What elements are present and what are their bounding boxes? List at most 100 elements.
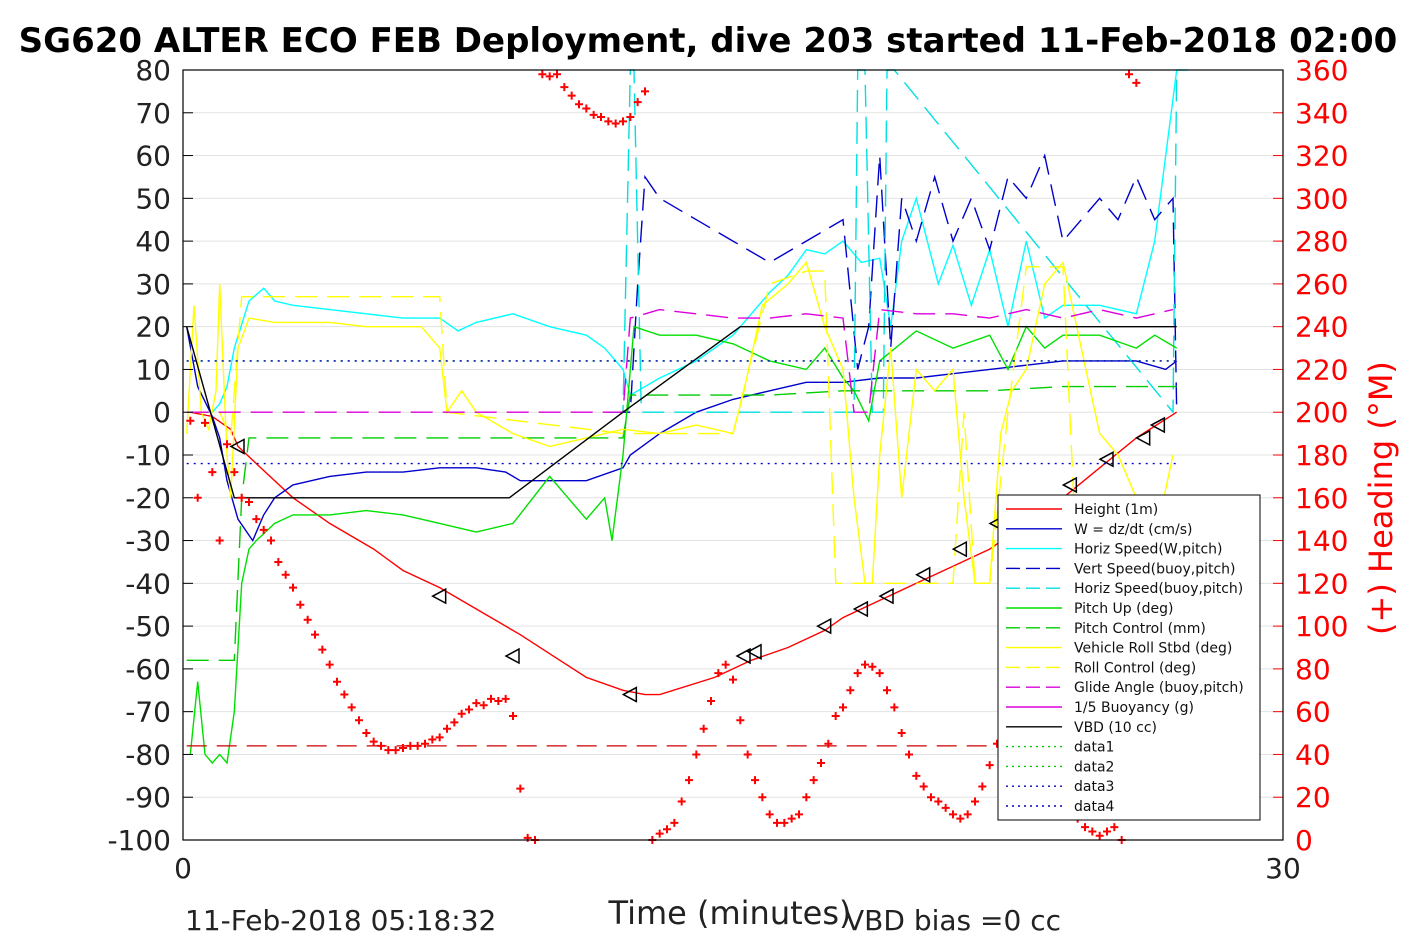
- heading-point: [626, 113, 635, 122]
- heading-point: [736, 716, 745, 725]
- series-line-6: [186, 385, 1177, 661]
- triangle-marker: [1061, 476, 1078, 494]
- heading-point: [230, 468, 239, 477]
- heading-point: [633, 98, 642, 107]
- y-tick-label: -30: [125, 525, 171, 558]
- heading-point: [707, 696, 715, 705]
- heading-point: [875, 669, 884, 678]
- triangle-marker: [229, 438, 245, 455]
- heading-point: [391, 746, 400, 755]
- y-tick-label: -10: [125, 439, 171, 472]
- y-right-tick-label: 360: [1295, 54, 1348, 87]
- heading-point: [604, 117, 613, 126]
- heading-point: [421, 739, 429, 748]
- y-tick-label: -70: [125, 696, 171, 729]
- heading-point: [641, 87, 649, 96]
- triangle-marker: [431, 587, 447, 605]
- heading-point: [743, 750, 752, 759]
- heading-point: [472, 699, 481, 708]
- y-right-tick-label: 20: [1295, 781, 1331, 814]
- series-line-1: [186, 326, 1178, 543]
- heading-point: [912, 771, 921, 780]
- heading-point: [303, 615, 312, 624]
- heading-point: [516, 784, 525, 793]
- heading-point: [186, 416, 195, 425]
- heading-point: [274, 557, 283, 566]
- y-tick-label: -80: [125, 738, 171, 771]
- y-right-tick-label: 40: [1295, 738, 1331, 771]
- heading-point: [479, 701, 488, 710]
- heading-point: [369, 737, 378, 746]
- triangle-marker: [746, 643, 762, 661]
- heading-point: [377, 741, 385, 750]
- legend-entry-label: data3: [1074, 779, 1114, 795]
- heading-point: [538, 70, 547, 79]
- heading-point: [457, 709, 466, 718]
- y-tick-label: 70: [135, 97, 171, 130]
- heading-point: [919, 782, 928, 791]
- y-right-tick-label: 200: [1295, 396, 1348, 429]
- triangle-marker: [951, 540, 968, 558]
- heading-point: [787, 814, 796, 823]
- heading-point: [450, 718, 459, 727]
- heading-point: [325, 660, 334, 669]
- heading-point: [553, 70, 561, 79]
- legend-entry-label: Height (1m): [1074, 502, 1158, 518]
- heading-point: [846, 686, 855, 695]
- heading-point: [347, 703, 356, 712]
- heading-point: [582, 104, 591, 113]
- y-right-tick-label: 180: [1295, 439, 1348, 472]
- y-tick-label: 0: [153, 396, 171, 429]
- heading-point: [897, 729, 906, 738]
- legend-entry-label: Glide Angle (buoy,pitch): [1074, 680, 1244, 696]
- heading-point: [817, 759, 825, 767]
- legend-entry-label: data4: [1074, 799, 1115, 815]
- heading-point: [795, 810, 803, 819]
- series-line-3: [608, 153, 1178, 413]
- y-tick-label: 80: [135, 54, 171, 87]
- heading-point: [597, 113, 605, 122]
- heading-point: [905, 750, 913, 759]
- y-tick-label: -40: [125, 567, 171, 600]
- triangle-marker: [504, 647, 520, 665]
- heading-point: [193, 493, 202, 502]
- triangle-marker: [915, 566, 931, 584]
- y-right-tick-label: 60: [1295, 696, 1331, 729]
- series-line-7: [186, 260, 1174, 584]
- footer-timestamp: 11-Feb-2018 05:18:32: [185, 904, 496, 937]
- y-right-tick-label: 240: [1295, 311, 1348, 344]
- heading-point: [934, 797, 943, 806]
- footer-vbd-bias: VBD bias =0 cc: [845, 904, 1061, 937]
- triangle-marker: [1135, 429, 1151, 447]
- heading-point: [355, 716, 363, 725]
- heading-point: [780, 818, 789, 827]
- heading-point: [883, 686, 891, 695]
- heading-point: [567, 91, 576, 100]
- y-right-tick-label: 260: [1295, 268, 1348, 301]
- x-tick-label: 30: [1265, 852, 1301, 885]
- heading-point: [611, 119, 620, 128]
- heading-point: [281, 570, 290, 579]
- heading-point: [1132, 78, 1141, 87]
- y-right-tick-label: 160: [1295, 482, 1348, 515]
- heading-point: [487, 694, 495, 703]
- y-right-tick-label: 80: [1295, 653, 1331, 686]
- legend-entry-label: Vehicle Roll Stbd (deg): [1074, 641, 1232, 657]
- heading-point: [802, 793, 811, 802]
- heading-point: [237, 493, 246, 502]
- y-right-tick-label: 140: [1295, 525, 1348, 558]
- heading-point: [267, 536, 275, 545]
- y-right-tick-label: 340: [1295, 97, 1348, 130]
- heading-point: [765, 810, 774, 819]
- y-tick-label: 20: [135, 311, 171, 344]
- heading-point: [890, 703, 899, 712]
- triangle-marker: [816, 617, 832, 635]
- y-right-tick-label: 280: [1295, 225, 1348, 258]
- triangle-marker: [878, 587, 894, 605]
- heading-point: [824, 739, 833, 748]
- heading-point: [384, 746, 393, 755]
- heading-point: [721, 660, 730, 669]
- heading-point: [318, 645, 327, 654]
- heading-point: [333, 677, 341, 686]
